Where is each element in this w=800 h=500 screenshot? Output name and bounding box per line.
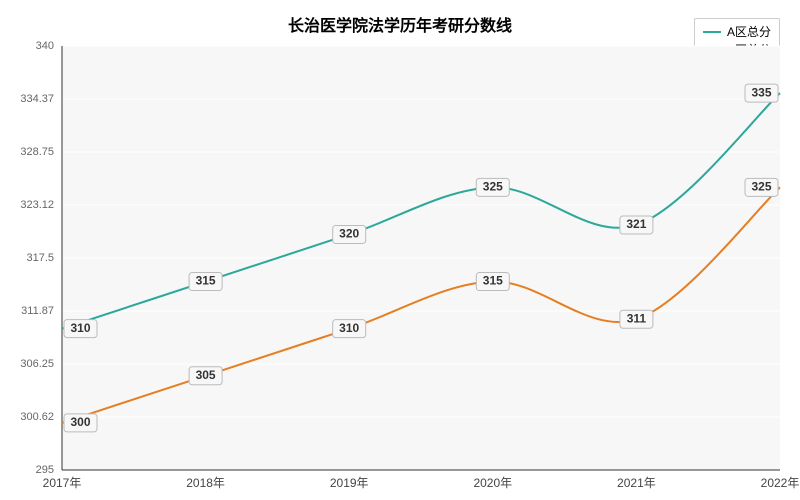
svg-text:300.62: 300.62 [20, 411, 54, 423]
svg-text:315: 315 [483, 274, 503, 288]
svg-text:311.87: 311.87 [21, 305, 54, 317]
svg-text:2022年: 2022年 [761, 476, 800, 490]
chart-container: 长治医学院法学历年考研分数线 A区总分 B区总分 295300.62306.25… [0, 0, 800, 500]
svg-text:310: 310 [339, 321, 359, 335]
svg-text:306.25: 306.25 [20, 358, 54, 370]
svg-text:317.5: 317.5 [26, 252, 54, 264]
svg-text:305: 305 [196, 368, 216, 382]
svg-text:2018年: 2018年 [186, 476, 225, 490]
svg-text:340: 340 [36, 40, 54, 52]
svg-text:325: 325 [483, 180, 503, 194]
svg-text:311: 311 [627, 311, 647, 325]
svg-text:315: 315 [196, 274, 216, 288]
svg-text:2021年: 2021年 [617, 476, 656, 490]
svg-text:295: 295 [36, 464, 54, 476]
svg-text:300: 300 [70, 415, 90, 429]
svg-text:2017年: 2017年 [43, 476, 82, 490]
svg-text:2020年: 2020年 [473, 476, 512, 490]
plot-svg: 295 300.62 306.25 311.87 317.5 323.12 328.75 33… [0, 0, 800, 500]
svg-text:2019年: 2019年 [330, 476, 369, 490]
svg-text:334.37: 334.37 [20, 93, 54, 105]
svg-text:310: 310 [70, 321, 90, 335]
svg-text:320: 320 [339, 227, 359, 241]
svg-text:328.75: 328.75 [20, 146, 54, 158]
svg-text:321: 321 [626, 217, 646, 231]
svg-text:325: 325 [751, 180, 771, 194]
svg-text:323.12: 323.12 [20, 199, 54, 211]
svg-text:335: 335 [751, 85, 771, 99]
